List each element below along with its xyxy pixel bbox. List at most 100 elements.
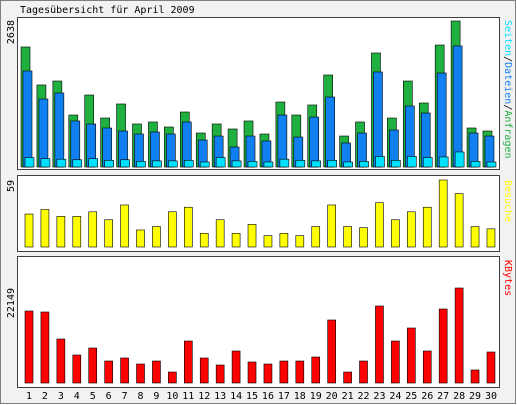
x-tick-label: 4 <box>74 391 80 402</box>
bar <box>215 364 225 384</box>
bar <box>24 310 34 384</box>
bar <box>407 156 417 168</box>
x-tick-label: 22 <box>358 391 370 402</box>
bar <box>263 161 274 168</box>
bar <box>184 206 193 248</box>
legend-entry: Anfragen <box>502 110 513 158</box>
bar <box>375 305 384 384</box>
bar <box>40 158 51 168</box>
x-tick-label: 5 <box>90 391 96 402</box>
x-tick-label: 2 <box>42 391 48 402</box>
bar <box>422 157 433 168</box>
bar <box>168 211 177 248</box>
bar <box>88 347 98 384</box>
bar <box>120 357 129 384</box>
x-tick-label: 15 <box>246 391 258 402</box>
bar <box>454 287 464 384</box>
bar <box>104 219 113 248</box>
bar <box>486 228 496 248</box>
bar <box>311 226 321 248</box>
bar <box>343 226 352 248</box>
x-tick-label: 7 <box>122 391 128 402</box>
legend-separator: / <box>502 104 513 110</box>
bar <box>327 160 337 168</box>
x-tick-label: 17 <box>278 391 290 402</box>
x-tick-label: 24 <box>389 391 401 402</box>
y-tick-label: 59 <box>6 180 17 192</box>
panel <box>17 175 500 252</box>
legend-entry: Besuche <box>502 180 513 222</box>
bar <box>407 327 416 384</box>
bar <box>470 226 480 248</box>
bar <box>359 360 368 384</box>
bar <box>486 161 497 168</box>
bar <box>422 350 432 384</box>
bar <box>22 70 33 168</box>
x-tick-label: 21 <box>342 391 354 402</box>
panel <box>17 256 500 388</box>
x-tick-label: 9 <box>153 391 159 402</box>
bar <box>54 92 65 168</box>
bar <box>438 179 448 248</box>
x-tick-label: 13 <box>214 391 226 402</box>
bar <box>120 204 129 248</box>
bar <box>247 223 257 248</box>
bar <box>343 161 353 168</box>
bar <box>56 338 66 384</box>
bar <box>327 319 336 384</box>
x-tick-label: 28 <box>453 391 465 402</box>
bar <box>311 160 322 168</box>
bar <box>263 363 273 384</box>
bar <box>72 354 82 384</box>
bar <box>231 233 241 248</box>
bar <box>422 206 432 248</box>
bar <box>120 159 130 168</box>
bar <box>454 151 465 168</box>
x-tick-label: 25 <box>405 391 417 402</box>
bar <box>56 158 67 168</box>
legend: Seiten/Dateien/Anfragen <box>502 20 513 159</box>
x-tick-label: 14 <box>230 391 242 402</box>
y-tick-label: 22149 <box>6 288 17 318</box>
bar <box>247 361 257 384</box>
bar <box>136 363 145 384</box>
bar <box>279 360 289 384</box>
bar <box>373 71 383 168</box>
x-tick-label: 20 <box>326 391 338 402</box>
bar <box>375 156 385 168</box>
legend: Besuche <box>502 180 513 222</box>
x-tick-label: 26 <box>421 391 433 402</box>
bar <box>279 233 289 248</box>
x-tick-label: 29 <box>469 391 481 402</box>
x-tick-label: 18 <box>294 391 306 402</box>
bar <box>407 211 416 248</box>
x-tick-label: 11 <box>182 391 194 402</box>
x-tick-label: 30 <box>485 391 497 402</box>
bar <box>136 161 146 168</box>
bar <box>295 160 306 168</box>
bar <box>88 158 99 168</box>
bar <box>152 160 162 168</box>
bar <box>391 219 400 248</box>
bar <box>215 219 225 248</box>
x-tick-label: 23 <box>373 391 385 402</box>
bar <box>168 371 177 384</box>
legend-entry: KBytes <box>502 260 513 296</box>
chart-title: Tagesübersicht für April 2009 <box>20 5 195 16</box>
legend: KBytes <box>502 260 513 296</box>
bar <box>452 45 463 168</box>
bar <box>199 357 209 384</box>
bar <box>470 369 480 384</box>
bar <box>72 216 82 248</box>
bar <box>436 72 447 168</box>
bar <box>375 202 384 248</box>
bar <box>24 213 34 248</box>
bar <box>391 160 401 168</box>
bar <box>152 360 161 384</box>
bar <box>279 158 290 168</box>
bar <box>486 351 496 384</box>
y-tick-label: 2638 <box>6 20 17 44</box>
x-tick-label: 8 <box>137 391 143 402</box>
bar <box>454 193 464 248</box>
bar <box>88 211 98 248</box>
